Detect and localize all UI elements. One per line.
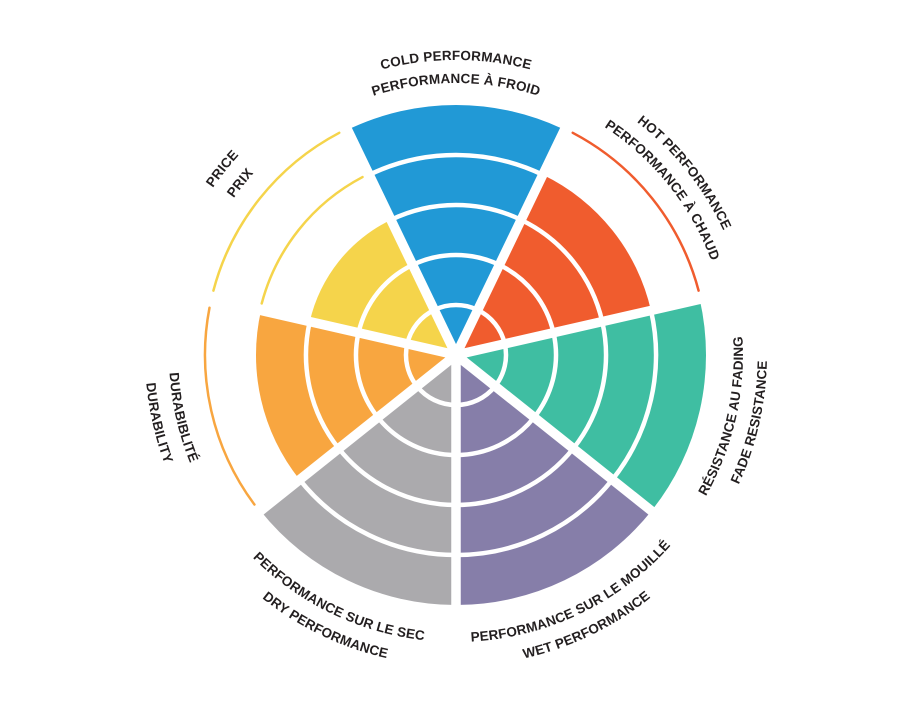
ring-separator — [353, 332, 380, 419]
sector-gap-line — [205, 293, 458, 360]
sector-gap-line — [453, 351, 660, 519]
sector-label-fr-text: PERFORMANCE À FROID — [370, 71, 542, 99]
ring-separator — [571, 321, 609, 450]
sector-gaps — [205, 122, 707, 611]
sector-label-en-text: COLD PERFORMANCE — [379, 48, 533, 72]
ring-separator — [532, 332, 559, 419]
ring-separator — [389, 202, 523, 222]
sector-gap-line — [451, 122, 572, 358]
ring-separator — [455, 447, 576, 508]
ring-separator — [520, 217, 605, 323]
sector-cold-performance — [347, 105, 565, 355]
ring-separator — [303, 321, 341, 450]
sector-wedge — [456, 355, 652, 605]
ring-separator — [376, 415, 457, 458]
sector-wet-performance — [455, 355, 652, 605]
level-hint-arc — [571, 131, 700, 292]
ring-separator — [336, 447, 457, 508]
sector-label-en: COLD PERFORMANCE — [379, 48, 533, 72]
sector-wedge — [456, 174, 651, 355]
ring-separator — [455, 415, 536, 458]
ring-separator — [297, 478, 457, 558]
ring-separator — [356, 262, 414, 334]
sector-gap-line — [454, 293, 707, 360]
sector-price — [212, 131, 456, 355]
sector-wedge — [260, 355, 456, 605]
level-hint-arc — [203, 306, 256, 506]
level-hint-arc — [212, 131, 341, 292]
ring-separator — [411, 252, 501, 267]
ring-separator — [610, 310, 659, 482]
sector-hot-performance — [456, 131, 700, 355]
sector-dry-performance — [260, 355, 457, 605]
sector-durability — [203, 306, 456, 506]
sector-gap-line — [252, 351, 459, 519]
sector-label-fr: PERFORMANCE À FROID — [370, 71, 542, 99]
sector-wedges — [203, 105, 706, 605]
sector-label-en-text: HOT PERFORMANCE — [635, 112, 734, 231]
sector-label-en: HOT PERFORMANCE — [635, 112, 734, 231]
level-hint-arc — [260, 175, 364, 305]
sector-wedge — [456, 299, 706, 511]
ring-separator — [498, 262, 556, 334]
sector-gap-line — [340, 122, 461, 358]
ring-separator — [368, 152, 544, 177]
sector-wedge — [347, 105, 565, 355]
ring-separator — [455, 478, 615, 558]
